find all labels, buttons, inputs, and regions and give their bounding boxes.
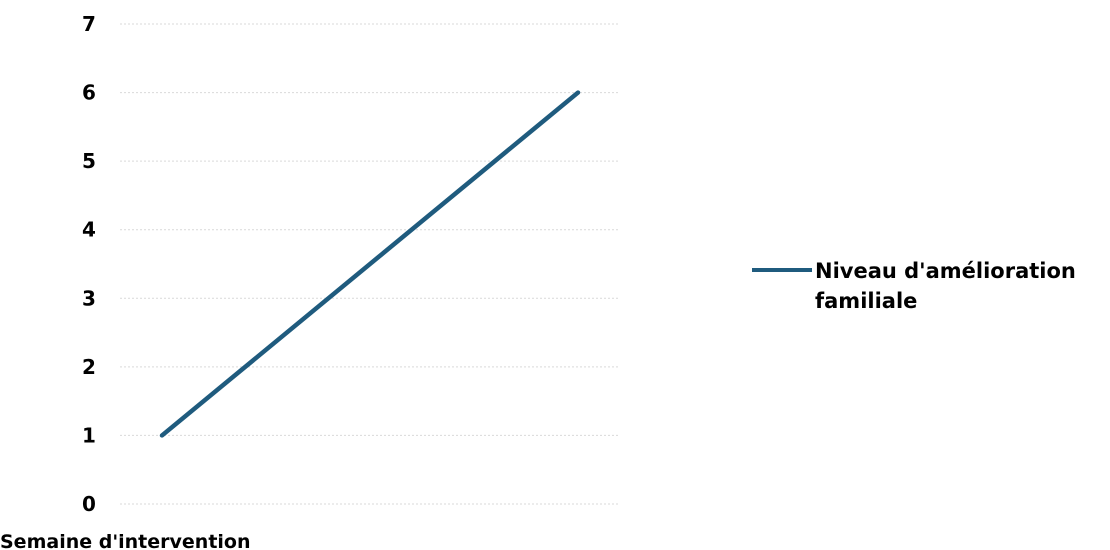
- x-axis-title: Semaine d'intervention: [0, 531, 251, 550]
- gridlines: [120, 23, 620, 505]
- y-tick-label: 6: [82, 81, 96, 105]
- legend: Niveau d'amélioration familiale: [752, 259, 1076, 313]
- legend-label-line1: Niveau d'amélioration: [815, 259, 1076, 283]
- y-tick-label: 2: [82, 355, 96, 379]
- y-tick-label: 4: [82, 218, 96, 242]
- y-tick-label: 0: [82, 492, 96, 516]
- y-tick-label: 5: [82, 149, 96, 173]
- series-lines: [159, 90, 581, 438]
- series-line: [159, 90, 581, 438]
- legend-label-line2: familiale: [815, 289, 917, 313]
- y-tick-label: 3: [82, 286, 96, 310]
- y-tick-label: 1: [82, 423, 96, 447]
- y-tick-labels: 0 1 2 3 4 5 6 7: [82, 12, 96, 516]
- y-tick-label: 7: [82, 12, 96, 36]
